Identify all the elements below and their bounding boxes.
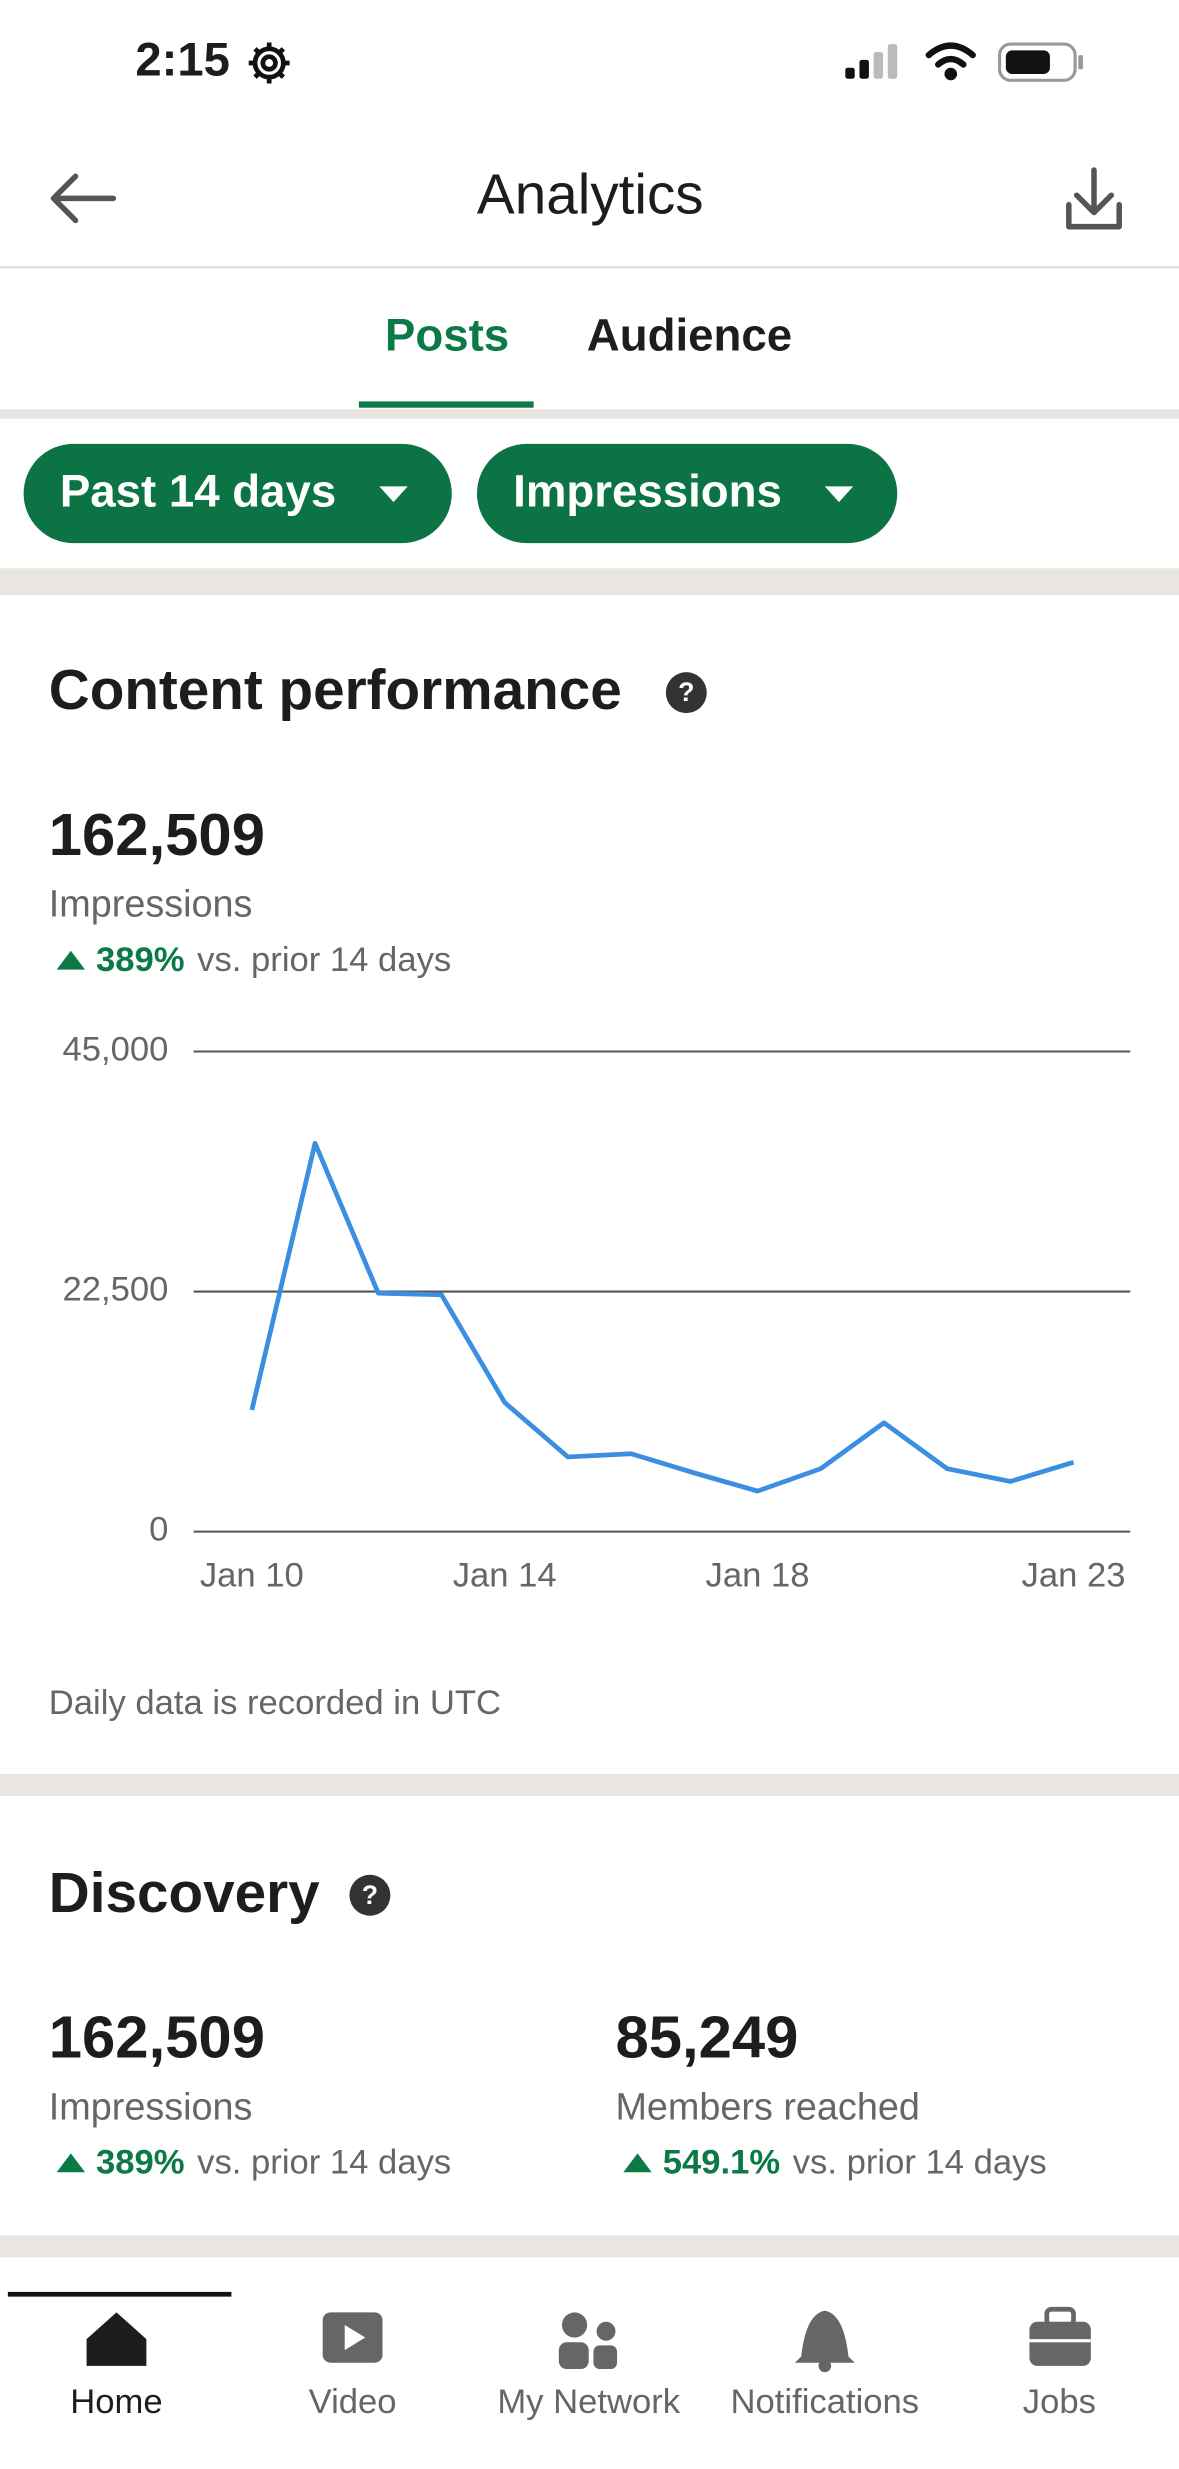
back-button[interactable] [50,173,117,224]
stat-change: 389% vs. prior 14 days [96,2144,451,2182]
stat-metric: Members reached [615,2086,919,2128]
signal-icon [845,44,898,79]
stat-metric: Impressions [49,2086,253,2128]
nav-label: Home [70,2383,162,2421]
tab[interactable]: Posts [385,310,509,361]
filter-label: Past 14 days [60,465,336,516]
separator [0,409,1179,419]
comparison: vs. prior 14 days [197,2144,451,2182]
filter-pill[interactable]: Impressions [476,443,898,544]
note: Daily data is recorded in UTC [49,1684,501,1722]
stat-change: 549.1% vs. prior 14 days [663,2144,1047,2182]
change-value: 389% [96,2144,185,2182]
battery-icon [997,42,1083,82]
data-line [249,1140,1075,1494]
tab-indicator [358,401,534,408]
separator [0,1774,1179,1797]
stat-value: 162,509 [49,801,265,868]
page-title: Analytics [477,163,704,226]
up-arrow [56,2153,86,2173]
x-tick-label: Jan 14 [453,1556,557,1594]
help-icon[interactable]: ? [665,672,707,714]
stat-change: 389% vs. prior 14 days [96,941,451,979]
wifi-icon [925,42,976,81]
filter-pill[interactable]: Past 14 days [23,443,452,544]
nav-item[interactable]: Home [70,2312,163,2421]
nav-label: Video [309,2383,397,2421]
tab[interactable]: Audience [587,310,792,361]
section-title: Content performance [49,659,622,722]
divider [0,266,1179,269]
stat: 162,509 Impressions 389% vs. prior 14 day… [49,2003,451,2181]
comparison: vs. prior 14 days [793,2144,1047,2182]
help-icon[interactable]: ? [349,1874,391,1916]
up-arrow [56,950,86,970]
nav-indicator [7,2291,232,2297]
line-chart: 0 22,500 45,000 Jan 10 Jan 14 Jan 18 Jan 23 [63,1031,1131,1594]
svg-text:?: ? [362,1880,378,1910]
nav-item[interactable]: Video [309,2312,397,2421]
stat-metric: Impressions [49,884,253,926]
separator [0,568,1179,596]
nav-item[interactable]: Notifications [731,2310,920,2421]
nav-item[interactable]: Jobs [1023,2306,1096,2421]
y-tick-label: 22,500 [63,1271,169,1309]
y-tick-label: 0 [149,1511,168,1549]
settings-icon [248,42,290,84]
bottom-nav [0,2257,1179,2469]
stat-value: 162,509 [49,2003,265,2070]
y-tick-label: 45,000 [63,1031,169,1069]
download-button[interactable] [1066,167,1122,230]
change-value: 549.1% [663,2144,780,2182]
x-tick-label: Jan 10 [200,1556,304,1594]
separator [0,2235,1179,2258]
status-time: 2:15 [135,33,230,86]
nav-label: Jobs [1023,2383,1096,2421]
comparison: vs. prior 14 days [197,941,451,979]
nav-label: My Network [497,2383,680,2421]
nav-item[interactable]: My Network [497,2312,681,2421]
stat-value: 85,249 [615,2003,798,2070]
nav-label: Notifications [731,2383,920,2421]
x-tick-label: Jan 18 [706,1556,810,1594]
up-arrow [623,2153,652,2173]
filter-label: Impressions [513,465,782,516]
stat: 85,249 Members reached 549.1% vs. prior 1… [615,2003,1046,2181]
change-value: 389% [96,941,185,979]
svg-text:?: ? [678,677,694,707]
x-tick-label: Jan 23 [1022,1556,1126,1594]
section-title: Discovery [49,1862,320,1925]
